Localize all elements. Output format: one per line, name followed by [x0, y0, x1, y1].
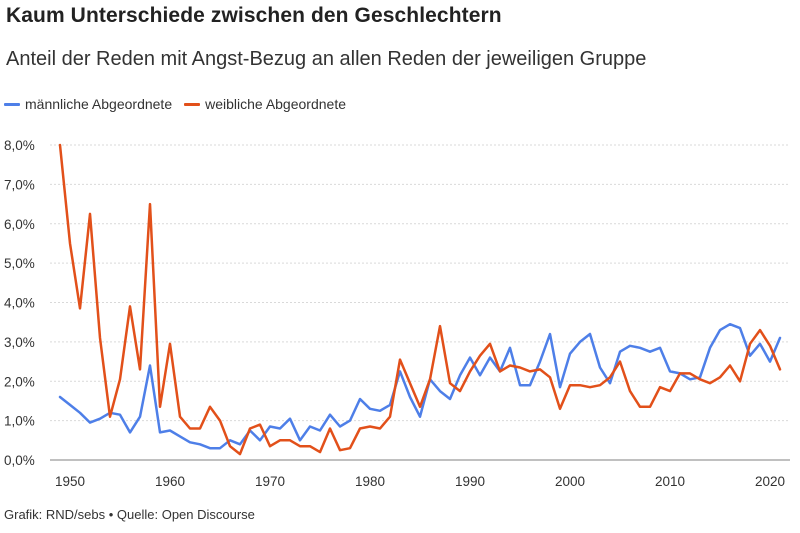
series-lines	[58, 143, 782, 456]
y-axis-tick-labels: 0,0% 1,0% 2,0% 3,0% 4,0% 5,0% 6,0% 7,0% 8,0%	[4, 138, 35, 468]
legend-label-male: männliche Abgeordnete	[25, 96, 173, 112]
y-tick-label: 1,0%	[4, 414, 35, 429]
x-tick-label: 1980	[355, 474, 385, 489]
gridlines	[50, 144, 790, 461]
x-axis-tick-labels: 1950 1960 1970 1980 1990 2000 2010 2020	[55, 474, 785, 489]
x-tick-label: 1990	[455, 474, 485, 489]
chart-title: Kaum Unterschiede zwischen den Geschlech…	[6, 4, 502, 27]
x-tick-label: 1960	[155, 474, 185, 489]
legend-item-female: weibliche Abgeordnete	[184, 96, 346, 112]
x-tick-label: 1970	[255, 474, 285, 489]
chart-subtitle: Anteil der Reden mit Angst-Bezug an alle…	[6, 48, 647, 70]
legend: männliche Abgeordnete weibliche Abgeordn…	[4, 96, 358, 112]
x-tick-label: 2000	[555, 474, 585, 489]
legend-swatch-male	[4, 102, 20, 106]
series-line-male	[58, 322, 782, 450]
y-tick-label: 5,0%	[4, 256, 35, 271]
y-tick-label: 2,0%	[4, 374, 35, 389]
y-tick-label: 3,0%	[4, 335, 35, 350]
legend-label-female: weibliche Abgeordnete	[205, 96, 346, 112]
x-tick-label: 1950	[55, 474, 85, 489]
y-tick-label: 4,0%	[4, 296, 35, 311]
y-tick-label: 0,0%	[4, 453, 35, 468]
x-tick-label: 2010	[655, 474, 685, 489]
y-tick-label: 6,0%	[4, 217, 35, 232]
y-tick-label: 8,0%	[4, 138, 35, 153]
legend-item-male: männliche Abgeordnete	[4, 96, 172, 112]
x-tick-label: 2020	[755, 474, 785, 489]
legend-swatch-female	[184, 102, 201, 106]
source-note: Grafik: RND/sebs • Quelle: Open Discours…	[4, 507, 255, 522]
y-tick-label: 7,0%	[4, 177, 35, 192]
series-line-female	[58, 143, 782, 456]
